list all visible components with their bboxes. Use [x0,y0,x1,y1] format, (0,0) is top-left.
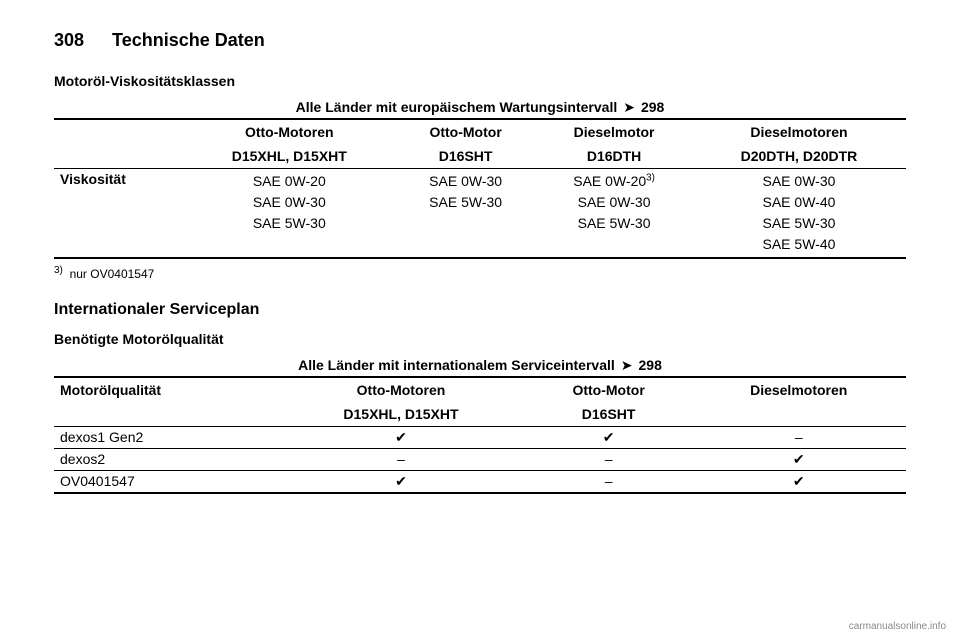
col4-sub: D20DTH, D20DTR [692,144,906,169]
footnote-text: nur OV0401547 [70,267,155,281]
q-row1-v2: ✔ [691,449,906,471]
c1-v2: SAE 5W-30 [190,213,389,234]
q-col3-sub [691,402,906,427]
c3-v2: SAE 5W-30 [542,213,686,234]
q-row0-label: dexos1 Gen2 [54,427,276,449]
footnote-marker: 3) [54,265,63,276]
section1-title: Motoröl-Viskositätsklassen [54,73,906,89]
page-header: 308 Technische Daten [54,30,906,51]
table2-caption: Alle Länder mit internationalem Servicei… [54,357,906,374]
c2-v0: SAE 0W-30 [401,171,530,192]
table1-caption-ref: 298 [641,99,664,115]
c1-v0: SAE 0W-20 [190,171,389,192]
q-row1-v0: – [276,449,526,471]
ref-arrow-icon: ➤ [623,99,635,116]
q-col0-top: Motorölqualität [54,377,276,402]
ref-arrow-icon-2: ➤ [621,357,633,374]
c2-v1: SAE 5W-30 [401,192,530,213]
table1-caption-text: Alle Länder mit europäischem Wartungsint… [296,99,618,115]
c3-v1: SAE 0W-30 [542,192,686,213]
watermark: carmanualsonline.info [849,621,946,632]
table1-caption: Alle Länder mit europäischem Wartungsint… [54,99,906,116]
section2-heading: Internationaler Serviceplan [54,301,906,319]
c4-v0: SAE 0W-30 [698,171,900,192]
section2-title: Benötigte Motorölqualität [54,331,906,347]
c3-v0-text: SAE 0W-20 [573,173,646,189]
cell-c4: SAE 0W-30 SAE 0W-40 SAE 5W-30 SAE 5W-40 [692,169,906,259]
q-row2-v2: ✔ [691,471,906,494]
cell-c3: SAE 0W-203) SAE 0W-30 SAE 5W-30 [536,169,692,259]
q-col1-top: Otto-Motoren [276,377,526,402]
row-label: Viskosität [54,169,184,259]
chapter-title: Technische Daten [112,30,265,51]
table2-caption-ref: 298 [639,357,662,373]
page-number: 308 [54,30,84,51]
q-col2-top: Otto-Motor [526,377,692,402]
q-col3-top: Dieselmotoren [691,377,906,402]
viscosity-table: Otto-Motoren Otto-Motor Dieselmotor Dies… [54,118,906,259]
q-row0-v0: ✔ [276,427,526,449]
col-blank-sub [54,144,184,169]
c4-v1: SAE 0W-40 [698,192,900,213]
c4-v2: SAE 5W-30 [698,213,900,234]
q-col2-sub: D16SHT [526,402,692,427]
q-col1-sub: D15XHL, D15XHT [276,402,526,427]
col1-sub: D15XHL, D15XHT [184,144,395,169]
c3-v0: SAE 0W-203) [542,171,686,192]
page-container: 308 Technische Daten Motoröl-Viskositäts… [0,0,960,494]
col2-top: Otto-Motor [395,119,536,144]
col3-top: Dieselmotor [536,119,692,144]
q-row1-v1: – [526,449,692,471]
q-col0-sub [54,402,276,427]
col1-top: Otto-Motoren [184,119,395,144]
cell-c2: SAE 0W-30 SAE 5W-30 [395,169,536,259]
q-row0-v1: ✔ [526,427,692,449]
table2-caption-text: Alle Länder mit internationalem Servicei… [298,357,615,373]
col2-sub: D16SHT [395,144,536,169]
q-row2-v1: – [526,471,692,494]
table1-footnote: 3) nur OV0401547 [54,265,906,281]
col-blank [54,119,184,144]
c1-v1: SAE 0W-30 [190,192,389,213]
col3-sub: D16DTH [536,144,692,169]
cell-c1: SAE 0W-20 SAE 0W-30 SAE 5W-30 [184,169,395,259]
q-row2-label: OV0401547 [54,471,276,494]
footnote-marker-cell: 3) [646,172,655,183]
q-row0-v2: – [691,427,906,449]
q-row1-label: dexos2 [54,449,276,471]
c4-v3: SAE 5W-40 [698,234,900,255]
q-row2-v0: ✔ [276,471,526,494]
quality-table: Motorölqualität Otto-Motoren Otto-Motor … [54,376,906,494]
col4-top: Dieselmotoren [692,119,906,144]
